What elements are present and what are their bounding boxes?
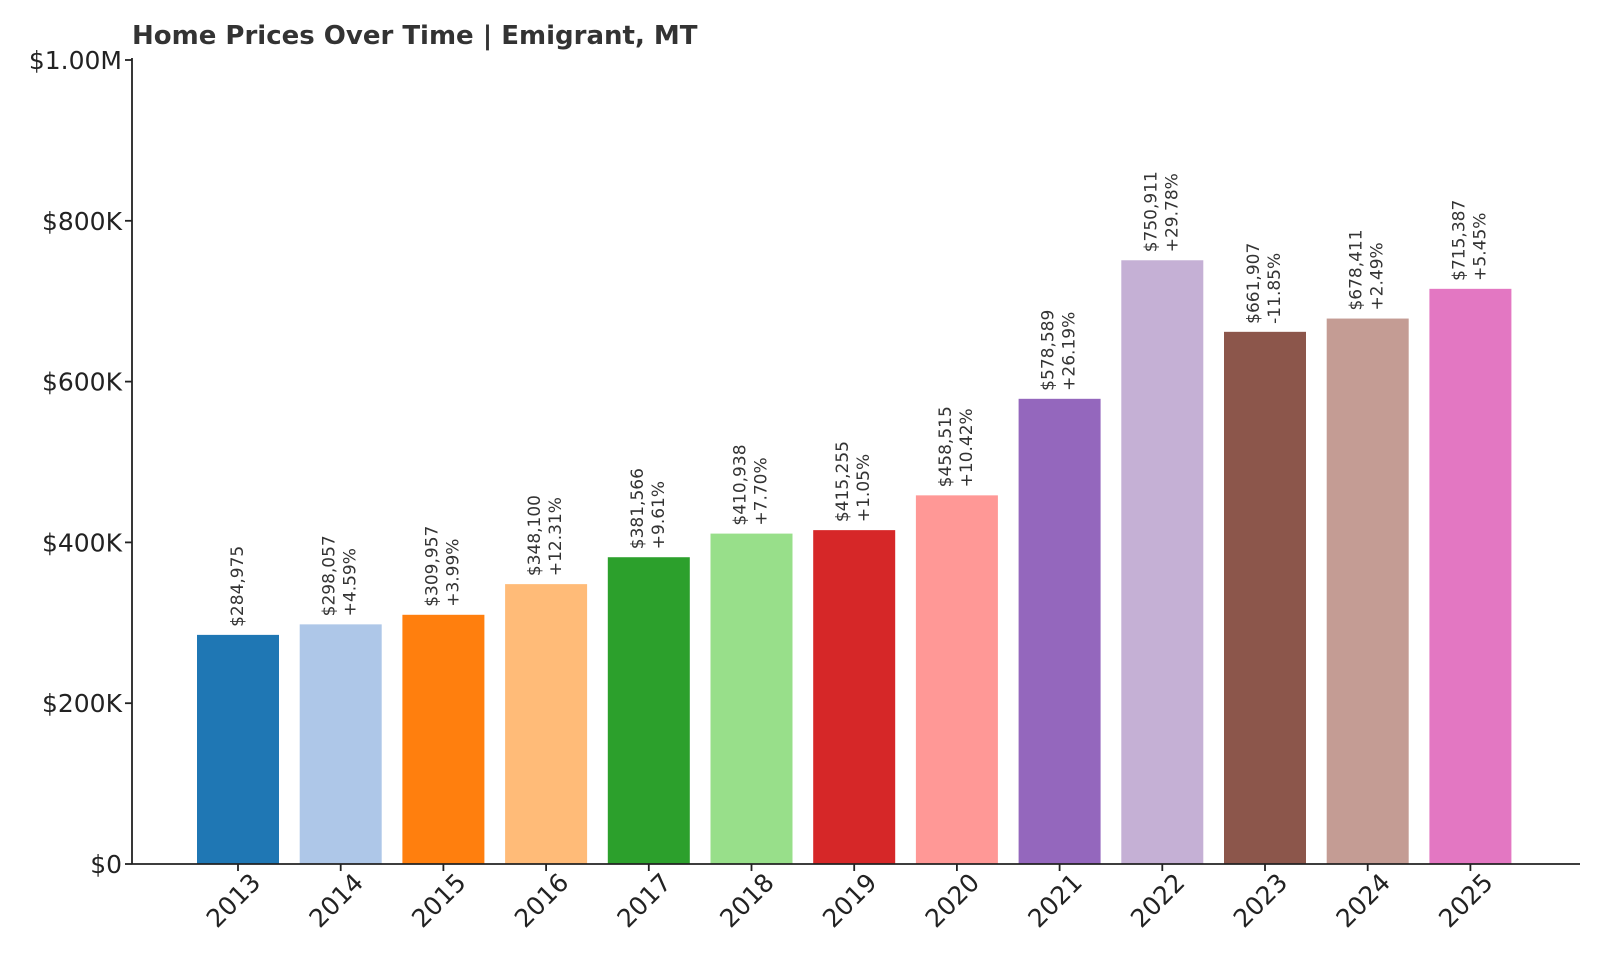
x-tick-label: 2017	[612, 868, 677, 933]
bar-2020	[915, 495, 998, 864]
bar-2023	[1224, 331, 1306, 864]
data-label-value: $309,957	[422, 526, 442, 607]
bar-2018	[710, 533, 793, 864]
x-tick-label: 2013	[201, 868, 266, 933]
y-tick-label: $600K	[42, 368, 123, 397]
x-tick-label: 2022	[1125, 868, 1190, 933]
y-tick-label: $800K	[42, 207, 123, 236]
x-tick-label: 2020	[920, 868, 985, 933]
data-label-value: $661,907	[1244, 243, 1264, 324]
data-label-change: +3.99%	[443, 539, 463, 607]
plot-area: $0 $200K $400K $600K $800K $1.00M 2013 2014 2015…	[29, 46, 1580, 933]
bar-2025	[1429, 288, 1512, 864]
data-label-change: +26.19%	[1060, 312, 1080, 391]
y-tick-label: $200K	[42, 689, 123, 718]
data-label-change: -11.85%	[1265, 253, 1285, 324]
data-label-value: $750,911	[1141, 171, 1161, 252]
data-label-change: +12.31%	[546, 497, 566, 576]
data-label-value: $678,411	[1347, 229, 1367, 310]
x-tick-label: 2018	[714, 868, 779, 933]
data-label-change: +10.42%	[957, 408, 977, 487]
data-label-change: +1.05%	[854, 454, 874, 522]
x-tick-label: 2023	[1228, 868, 1293, 933]
x-tick-label: 2015	[406, 868, 471, 933]
data-label-change: +5.45%	[1470, 213, 1490, 281]
chart-title: Home Prices Over Time | Emigrant, MT	[132, 21, 698, 51]
x-tick-label: 2024	[1330, 868, 1395, 933]
y-tick-label: $0	[90, 850, 122, 879]
data-label-value: $284,975	[228, 546, 248, 627]
data-label-value: $381,566	[628, 468, 648, 549]
data-label-change: +4.59%	[341, 548, 361, 616]
bar-2021	[1018, 398, 1101, 864]
data-label-change: +2.49%	[1368, 242, 1388, 310]
bar-2017	[607, 557, 690, 864]
data-label-value: $410,938	[731, 444, 751, 525]
data-label-change: +29.78%	[1162, 173, 1182, 252]
bar-2013	[197, 634, 279, 864]
data-label-value: $415,255	[833, 441, 853, 522]
x-tick-label: 2016	[509, 868, 574, 933]
data-label-value: $578,589	[1039, 310, 1059, 391]
x-tick-label: 2019	[817, 868, 882, 933]
data-label-value: $458,515	[936, 406, 956, 487]
data-label-change: +7.70%	[752, 457, 772, 525]
data-label-change: +9.61%	[649, 481, 669, 549]
x-tick-label: 2025	[1433, 868, 1498, 933]
bar-2016	[505, 584, 588, 864]
y-tick-label: $1.00M	[29, 46, 122, 75]
data-label-value: $715,387	[1449, 200, 1469, 281]
x-tick-label: 2014	[303, 868, 368, 933]
data-label-value: $298,057	[320, 535, 340, 616]
y-tick-label: $400K	[42, 528, 123, 557]
bar-2019	[813, 530, 896, 864]
data-label-value: $348,100	[525, 495, 545, 576]
x-tick-label: 2021	[1022, 868, 1087, 933]
bar-2014	[299, 624, 382, 864]
bar-2022	[1121, 260, 1204, 864]
bar-2015	[402, 614, 485, 864]
bar-2024	[1326, 318, 1409, 864]
